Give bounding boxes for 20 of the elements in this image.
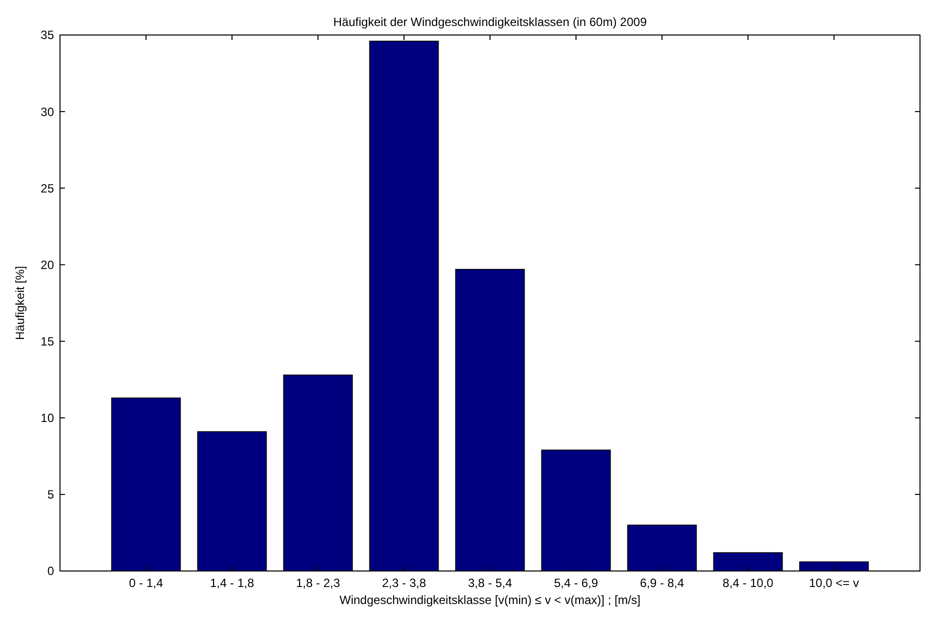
y-tick-label: 10 (40, 411, 54, 426)
y-tick-label: 15 (40, 334, 54, 348)
x-tick-label: 10,0 <= v (808, 576, 860, 590)
y-tick-label: 35 (40, 28, 54, 42)
y-tick-label: 20 (40, 258, 54, 272)
y-tick-label: 0 (47, 564, 54, 578)
x-tick-label: 0 - 1,4 (128, 576, 164, 590)
x-tick-label: 2,3 - 3,8 (382, 576, 426, 590)
x-tick-label: 3,8 - 5,4 (468, 576, 512, 590)
chart-title: Häufigkeit der Windgeschwindigkeitsklassen (in 60m) 2009 (333, 15, 648, 29)
x-tick-label: 1,4 - 1,8 (210, 576, 254, 590)
y-tick-label: 5 (47, 488, 54, 502)
x-tick-label: 8,4 - 10,0 (722, 576, 774, 590)
y-tick-label: 30 (40, 104, 54, 119)
x-axis-title: Windgeschwindigkeitsklasse [v(min) ≤ v < v(max)] ; [m/s] (340, 593, 640, 607)
x-tick-label: 1,8 - 2,3 (296, 576, 340, 590)
y-tick-label: 25 (40, 181, 54, 196)
x-tick-label: 6,9 - 8,4 (640, 576, 684, 590)
x-tick-label: 5,4 - 6,9 (554, 576, 598, 590)
y-axis-title: Häufigkeit [%] (13, 266, 27, 340)
